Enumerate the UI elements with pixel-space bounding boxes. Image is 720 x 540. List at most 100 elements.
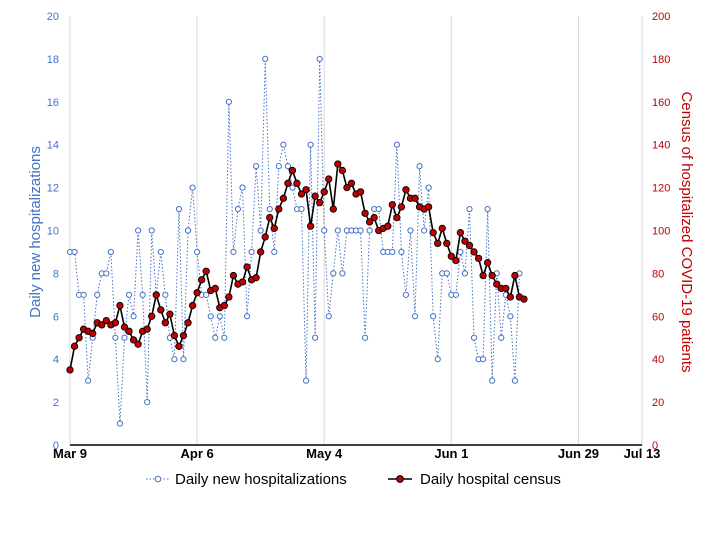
series-1-point-36 — [229, 271, 238, 280]
series-1-point-52 — [302, 186, 310, 194]
series-1-point-23 — [170, 331, 179, 340]
series-1-point-10 — [111, 319, 120, 327]
right-tick-label-4: 80 — [652, 268, 664, 280]
series-1-point-55 — [316, 198, 324, 207]
series-1-point-13 — [125, 327, 133, 335]
legend-label-daily-hospital-census: Daily hospital census — [420, 471, 561, 488]
series-0-point-11 — [116, 420, 124, 427]
series-1-point-14 — [129, 336, 138, 344]
series-0-point-49 — [289, 184, 296, 191]
series-0-point-48 — [284, 163, 292, 170]
series-0-point-17 — [144, 399, 151, 406]
series-1-point-34 — [220, 301, 228, 310]
series-0-point-74 — [402, 291, 410, 298]
series-1-point-71 — [388, 201, 396, 209]
series-1-point-93 — [488, 271, 496, 280]
right-tick-label-3: 60 — [652, 311, 664, 323]
series-1-point-5 — [89, 329, 97, 338]
series-0-point-76 — [411, 313, 419, 320]
series-0-point-83 — [443, 270, 450, 277]
series-0-point-1 — [71, 248, 78, 256]
series-1-point-15 — [134, 340, 142, 348]
series-0-point-64 — [357, 227, 364, 234]
series-0-point-56 — [321, 227, 328, 234]
series-1-point-17 — [143, 325, 151, 333]
series-0-point-38 — [239, 184, 246, 191]
series-1-point-98 — [511, 271, 519, 280]
series-0-point-32 — [212, 334, 219, 341]
series-1-point-83 — [443, 239, 451, 248]
left-tick-label-8: 16 — [47, 97, 59, 109]
series-0-point-71 — [389, 248, 396, 256]
series-1-point-1 — [70, 342, 79, 350]
right-tick-label-9: 180 — [652, 54, 670, 66]
series-1-point-2 — [75, 334, 83, 342]
series-daily-hospital-census — [66, 160, 528, 374]
right-tick-label-8: 160 — [652, 97, 670, 109]
left-tick-label-0: 0 — [53, 440, 59, 452]
series-1-point-45 — [270, 224, 278, 233]
series-0-point-4 — [85, 377, 92, 384]
left-tick-label-9: 18 — [47, 54, 59, 66]
legend-item-daily-hospital-census: Daily hospital census — [388, 471, 561, 488]
series-1-point-19 — [152, 291, 160, 299]
legend-label-daily-new-hospitalizations: Daily new hospitalizations — [175, 471, 347, 488]
series-1-point-20 — [157, 306, 165, 314]
series-0-point-44 — [266, 205, 273, 213]
series-1-point-50 — [293, 179, 301, 187]
series-1-point-32 — [211, 284, 219, 293]
x-tick-label-5: Jul 13 — [624, 446, 661, 461]
series-0-point-27 — [189, 184, 196, 191]
series-0-point-58 — [330, 270, 337, 277]
right-axis-label: Census of hospitalized COVID-19 patients — [678, 92, 695, 373]
series-1-point-88 — [465, 241, 474, 250]
x-tick-label-2: May 4 — [306, 446, 343, 461]
series-0-point-72 — [393, 141, 400, 148]
series-0-point-60 — [339, 270, 346, 277]
series-0-point-13 — [125, 291, 133, 298]
series-1-point-94 — [493, 280, 501, 288]
right-tick-label-1: 20 — [652, 397, 664, 409]
series-1-point-27 — [188, 301, 197, 310]
right-tick-label-2: 40 — [652, 354, 664, 366]
series-0-point-47 — [280, 141, 287, 148]
series-1-point-57 — [325, 175, 333, 183]
series-1-point-0 — [66, 366, 74, 374]
x-tick-label-3: Jun 1 — [434, 446, 468, 461]
series-1-point-72 — [393, 213, 401, 222]
left-axis-ticks: 0 2 4 6 8 10 12 14 16 18 20 — [47, 11, 59, 452]
legend-item-daily-new-hospitalizations: Daily new hospitalizations — [146, 471, 347, 488]
series-0-point-33 — [216, 313, 223, 320]
series-0-point-37 — [234, 205, 242, 213]
left-tick-label-4: 8 — [53, 268, 59, 280]
series-0-point-87 — [461, 270, 469, 277]
series-0-point-8 — [103, 270, 110, 277]
series-0-point-89 — [470, 334, 478, 341]
series-0-point-6 — [94, 291, 101, 298]
series-1-point-70 — [384, 222, 392, 230]
series-1-point-62 — [347, 179, 356, 187]
series-1-point-28 — [193, 289, 201, 297]
series-0-point-86 — [457, 248, 464, 256]
series-0-point-52 — [302, 377, 310, 384]
series-1-point-56 — [320, 188, 328, 196]
series-0-point-34 — [221, 334, 228, 341]
x-tick-label-1: Apr 6 — [180, 446, 213, 461]
series-1-point-47 — [279, 194, 288, 202]
series-0-point-79 — [425, 184, 432, 191]
series-0-point-85 — [452, 291, 459, 298]
series-0-point-21 — [162, 291, 169, 298]
series-0-point-97 — [507, 313, 514, 320]
series-0-point-31 — [207, 313, 214, 320]
series-1-point-24 — [175, 342, 183, 350]
series-0-point-59 — [334, 227, 341, 234]
left-tick-label-2: 4 — [53, 354, 59, 366]
series-1-point-43 — [261, 233, 269, 241]
series-1-point-61 — [343, 183, 351, 192]
series-0-point-28 — [194, 248, 201, 256]
right-tick-label-7: 140 — [652, 140, 670, 152]
series-1-point-29 — [198, 276, 206, 284]
series-0-point-68 — [375, 205, 382, 213]
left-tick-label-5: 10 — [47, 226, 59, 238]
series-0-point-95 — [498, 334, 505, 341]
